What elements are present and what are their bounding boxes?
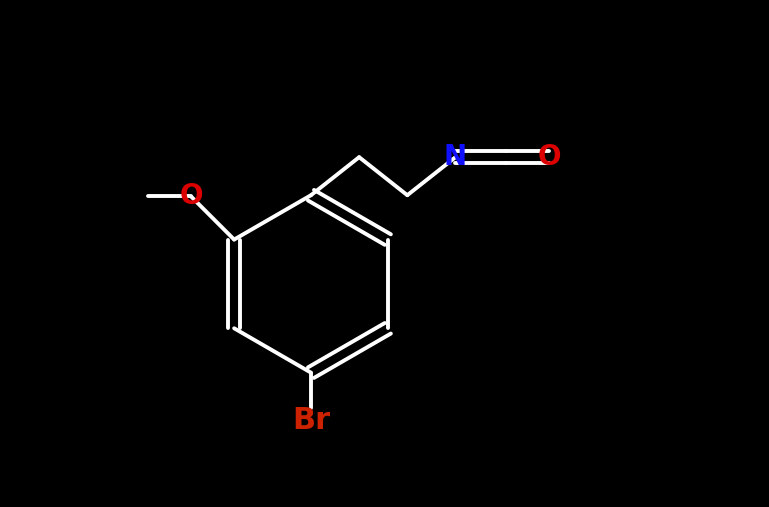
Text: O: O — [179, 183, 203, 210]
Text: N: N — [444, 143, 467, 171]
Text: Br: Br — [292, 406, 330, 436]
Text: O: O — [538, 143, 561, 171]
